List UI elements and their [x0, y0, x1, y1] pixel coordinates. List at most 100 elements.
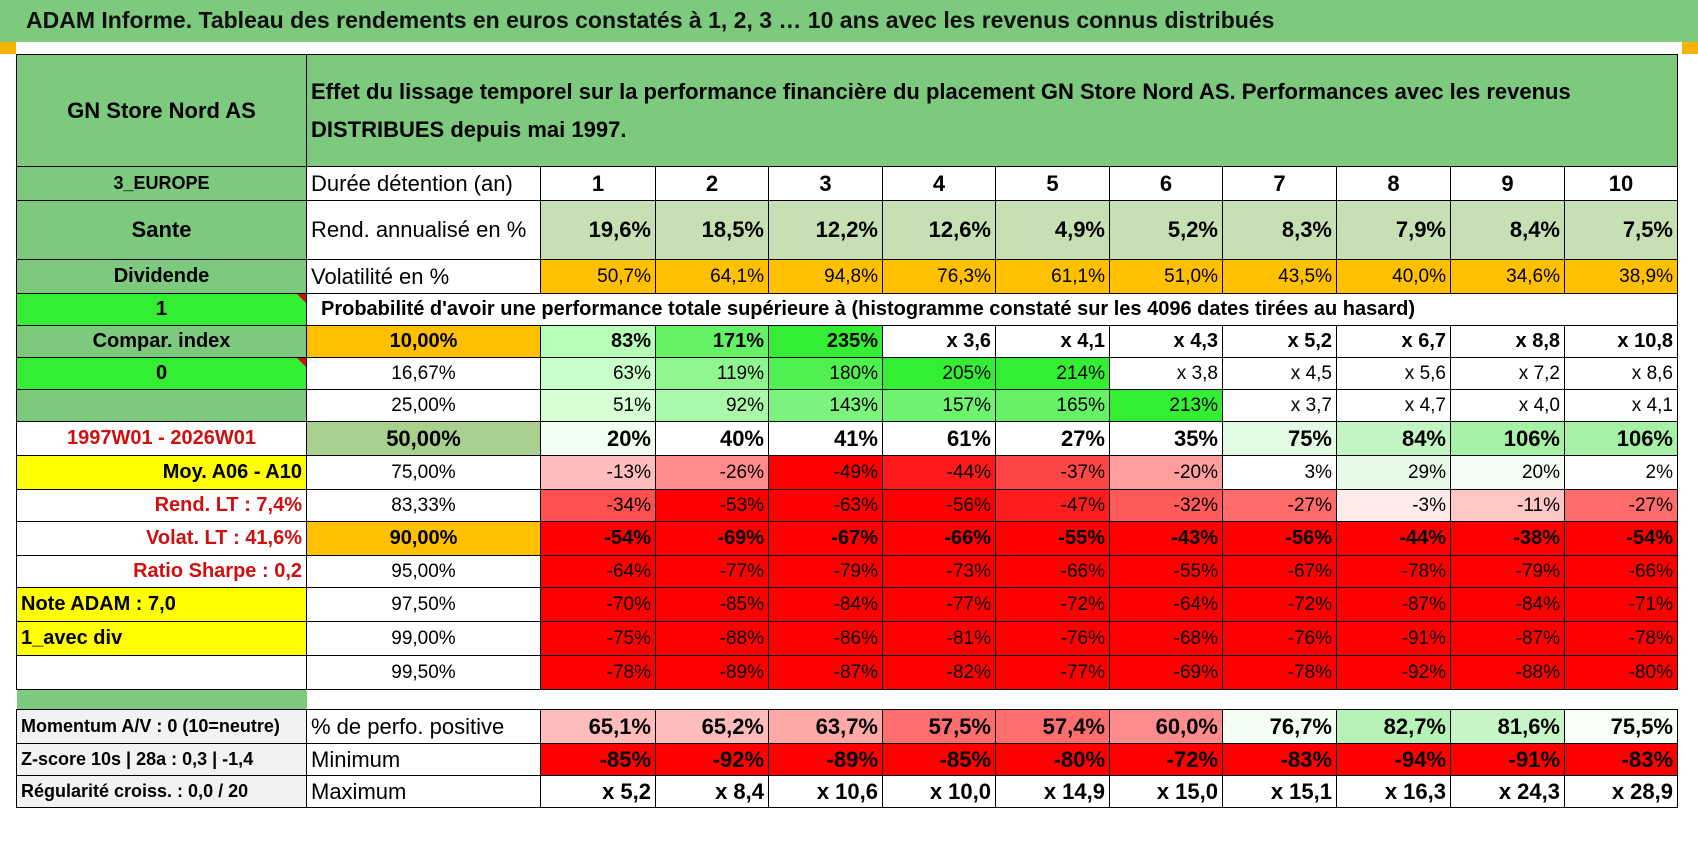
quantile-value: -86% [768, 621, 883, 656]
right-edge-marker [1682, 42, 1698, 54]
volatility-value: 50,7% [540, 259, 656, 294]
quantile-value: x 4,1 [995, 325, 1110, 358]
year-cell: 6 [1109, 166, 1223, 201]
quantile-value: -20% [1109, 455, 1223, 490]
quantile-value: x 6,7 [1336, 325, 1451, 358]
quantile-label: 25,00% [306, 389, 541, 422]
blank-sidebar-cell [16, 389, 307, 422]
quantile-value: -89% [655, 655, 769, 690]
quantile-value: x 8,8 [1450, 325, 1565, 358]
region-cell: 3_EUROPE [16, 166, 307, 201]
sector-cell: Sante [16, 200, 307, 260]
return-value: 5,2% [1109, 200, 1223, 260]
quantile-value: -69% [1109, 655, 1223, 690]
moy-cell: Moy. A06 - A10 [16, 455, 307, 490]
footer-label: Maximum [306, 775, 541, 808]
return-value: 7,9% [1336, 200, 1451, 260]
regularity-cell: Régularité croiss. : 0,0 / 20 [16, 775, 307, 808]
quantile-value: -78% [1336, 555, 1451, 588]
description-cell: Effet du lissage temporel sur la perform… [306, 54, 1678, 167]
dividend-cell: Dividende [16, 259, 307, 294]
quantile-value: -76% [1222, 621, 1337, 656]
volat-lt-cell: Volat. LT : 41,6% [16, 521, 307, 556]
year-cell: 4 [882, 166, 996, 201]
year-cell: 3 [768, 166, 883, 201]
quantile-value: -54% [540, 521, 656, 556]
quantile-value: 2% [1564, 455, 1678, 490]
quantile-row: Compar. index 10,00% 83% 171% 235% x 3,6… [16, 325, 1678, 358]
quantile-value: 63% [540, 357, 656, 390]
compar-index-cell: Compar. index [16, 325, 307, 358]
quantile-value: -54% [1564, 521, 1678, 556]
footer-value: x 5,2 [540, 775, 656, 808]
flag-one-cell[interactable]: 1 [16, 293, 307, 326]
year-cell: 2 [655, 166, 769, 201]
quantile-value: -84% [768, 587, 883, 622]
quantile-label: 99,00% [306, 621, 541, 656]
volatility-value: 61,1% [995, 259, 1110, 294]
rend-lt-cell: Rend. LT : 7,4% [16, 489, 307, 522]
footer-value: 82,7% [1336, 709, 1451, 744]
quantile-value: -87% [768, 655, 883, 690]
quantile-value: x 5,6 [1336, 357, 1451, 390]
year-cell: 1 [540, 166, 656, 201]
quantile-value: 27% [995, 421, 1110, 456]
quantile-value: -68% [1109, 621, 1223, 656]
quantile-value: -27% [1222, 489, 1337, 522]
quantile-value: -78% [1222, 655, 1337, 690]
quantile-row: 0 16,67% 63% 119% 180% 205% 214% x 3,8 x… [16, 357, 1678, 390]
quantile-row: Rend. LT : 7,4% 83,33% -34% -53% -63% -5… [16, 489, 1678, 522]
volatility-label: Volatilité en % [306, 259, 541, 294]
year-cell: 9 [1450, 166, 1565, 201]
footer-value: x 16,3 [1336, 775, 1451, 808]
quantile-value: x 4,3 [1109, 325, 1223, 358]
zscore-cell: Z-score 10s | 28a : 0,3 | -1,4 [16, 743, 307, 776]
quantile-value: -92% [1336, 655, 1451, 690]
return-value: 18,5% [655, 200, 769, 260]
spacer-blank [307, 690, 1678, 710]
quantile-label: 16,67% [306, 357, 541, 390]
volatility-value: 34,6% [1450, 259, 1565, 294]
footer-row: Z-score 10s | 28a : 0,3 | -1,4 Minimum -… [16, 743, 1678, 776]
quantile-value: 3% [1222, 455, 1337, 490]
quantile-value: 84% [1336, 421, 1451, 456]
volatility-value: 64,1% [655, 259, 769, 294]
quantile-row: Note ADAM : 7,0 97,50% -70% -85% -84% -7… [16, 587, 1678, 622]
return-value: 8,4% [1450, 200, 1565, 260]
quantile-value: -47% [995, 489, 1110, 522]
median-row: 1997W01 - 2026W01 50,00% 20% 40% 41% 61%… [16, 421, 1678, 456]
quantile-row: 25,00% 51% 92% 143% 157% 165% 213% x 3,7… [16, 389, 1678, 422]
footer-value: 75,5% [1564, 709, 1678, 744]
quantile-value: -72% [995, 587, 1110, 622]
footer-row: Momentum A/V : 0 (10=neutre) % de perfo.… [16, 709, 1678, 744]
empty-sidebar-cell [16, 655, 307, 690]
quantile-value: -13% [540, 455, 656, 490]
quantile-value: 213% [1109, 389, 1223, 422]
quantile-row: Ratio Sharpe : 0,2 95,00% -64% -77% -79%… [16, 555, 1678, 588]
quantile-value: 165% [995, 389, 1110, 422]
title-bar: ADAM Informe. Tableau des rendements en … [0, 0, 1698, 42]
quantile-value: x 3,7 [1222, 389, 1337, 422]
footer-value: x 8,4 [655, 775, 769, 808]
year-cell: 7 [1222, 166, 1337, 201]
quantile-value: -73% [882, 555, 996, 588]
footer-value: x 10,0 [882, 775, 996, 808]
quantile-value: x 3,6 [882, 325, 996, 358]
quantile-value: -78% [1564, 621, 1678, 656]
quantile-label: 83,33% [306, 489, 541, 522]
quantile-value: 20% [540, 421, 656, 456]
return-value: 12,6% [882, 200, 996, 260]
quantile-value: 235% [768, 325, 883, 358]
quantile-value: -49% [768, 455, 883, 490]
quantile-value: -87% [1450, 621, 1565, 656]
quantile-value: x 7,2 [1450, 357, 1565, 390]
quantile-value: 51% [540, 389, 656, 422]
flag-zero-cell[interactable]: 0 [16, 357, 307, 390]
quantile-value: -11% [1450, 489, 1565, 522]
volatility-value: 51,0% [1109, 259, 1223, 294]
quantile-label: 99,50% [306, 655, 541, 690]
quantile-value: 92% [655, 389, 769, 422]
quantile-value: 83% [540, 325, 656, 358]
volatility-value: 40,0% [1336, 259, 1451, 294]
quantile-row: 99,50% -78% -89% -87% -82% -77% -69% -78… [16, 655, 1678, 690]
